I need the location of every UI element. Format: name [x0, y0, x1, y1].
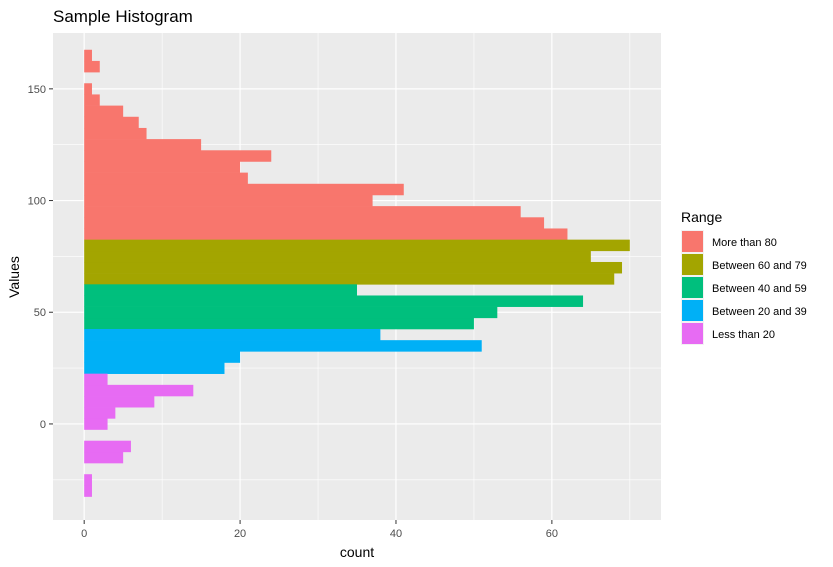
- legend-label: Between 60 and 79: [712, 260, 807, 272]
- histogram-bar: [84, 451, 124, 464]
- histogram-bar: [84, 418, 108, 430]
- histogram-bar: [84, 217, 545, 229]
- legend-swatch: [682, 300, 703, 321]
- histogram-bar: [84, 60, 100, 73]
- legend-title: Range: [681, 209, 722, 225]
- histogram-bar: [84, 183, 404, 196]
- x-axis-title: count: [340, 544, 374, 560]
- histogram-bar: [84, 116, 139, 129]
- histogram-bar: [84, 139, 202, 151]
- histogram-bar: [84, 396, 155, 408]
- histogram-bar: [84, 351, 241, 363]
- histogram-bar: [84, 94, 100, 106]
- histogram-bar: [84, 239, 630, 252]
- histogram-bar: [84, 306, 498, 319]
- legend-label: Between 40 and 59: [712, 283, 807, 295]
- x-tick-label: 20: [234, 528, 246, 540]
- histogram-bar: [84, 206, 521, 218]
- histogram-bar: [84, 340, 482, 352]
- y-tick-label: 0: [40, 419, 46, 431]
- y-tick-label: 100: [28, 196, 46, 208]
- x-tick-label: 0: [81, 528, 87, 540]
- legend-label: More than 80: [712, 237, 777, 249]
- y-tick-label: 150: [28, 84, 46, 96]
- x-tick-label: 40: [390, 528, 402, 540]
- histogram-bar: [84, 328, 381, 341]
- histogram-bar: [84, 250, 591, 263]
- histogram-bar: [84, 261, 623, 274]
- chart-title: Sample Histogram: [53, 7, 193, 26]
- histogram-bar: [84, 317, 474, 330]
- histogram-bar: [84, 284, 357, 296]
- histogram-bar: [84, 150, 272, 162]
- legend-label: Between 20 and 39: [712, 306, 807, 318]
- x-axis: 0 20 40 60: [81, 520, 558, 540]
- histogram-bar: [84, 127, 147, 140]
- legend-label: Less than 20: [712, 329, 775, 341]
- y-axis: 0 50 100 150: [28, 84, 53, 431]
- histogram-bar: [84, 407, 116, 419]
- histogram-bar: [84, 440, 131, 453]
- histogram-bar: [84, 373, 108, 386]
- histogram-bar: [84, 194, 373, 207]
- histogram-bar: [84, 384, 194, 397]
- histogram-bar: [84, 83, 92, 95]
- y-tick-label: 50: [34, 307, 46, 319]
- legend-swatch: [682, 323, 703, 344]
- y-axis-title: Values: [6, 256, 22, 298]
- histogram-bar: [84, 228, 568, 240]
- legend-swatch: [682, 277, 703, 298]
- histogram-bar: [84, 49, 92, 62]
- bars-group: [84, 49, 630, 497]
- legend: Range More than 80 Between 60 and 79 Betwe…: [681, 209, 807, 345]
- histogram-bar: [84, 485, 92, 497]
- histogram-bar: [84, 474, 92, 486]
- histogram-bar: [84, 172, 248, 185]
- legend-swatch: [682, 231, 703, 252]
- histogram-bar: [84, 161, 241, 173]
- histogram-bar: [84, 295, 584, 307]
- histogram-bar: [84, 273, 615, 285]
- histogram-bar: [84, 362, 225, 374]
- legend-swatch: [682, 254, 703, 275]
- histogram-bar: [84, 105, 124, 118]
- x-tick-label: 60: [546, 528, 558, 540]
